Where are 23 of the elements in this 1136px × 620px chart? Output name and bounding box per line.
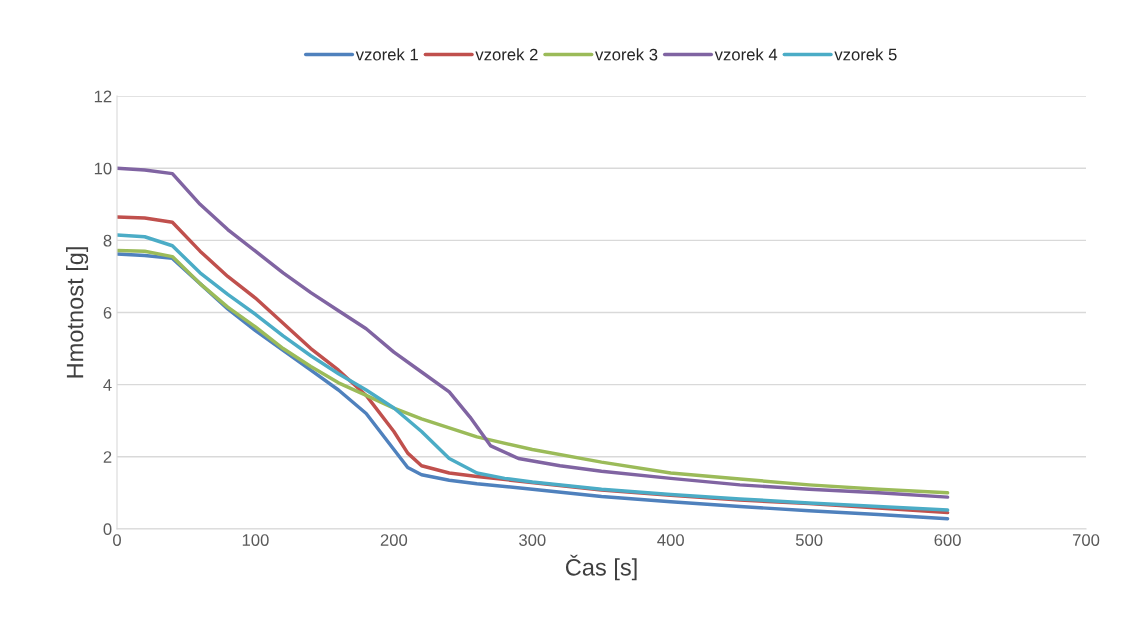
x-tick-label: 400 [657,534,684,546]
y-tick-label: 8 [103,234,112,247]
legend-label: vzorek 1 [355,48,418,61]
y-tick-label: 0 [103,523,112,536]
x-axis-title: Čas [s] [565,554,637,581]
x-tick-label: 700 [1072,534,1100,546]
x-tick-label: 100 [242,534,269,546]
x-tick-label: 500 [795,534,823,546]
y-tick-label: 10 [94,162,112,175]
y-axis-title: Hmotnost [g] [66,247,89,378]
x-tick-label: 600 [934,534,961,546]
legend-label: vzorek 2 [475,48,538,61]
legend-label: vzorek 4 [714,48,778,61]
y-tick-label: 6 [103,306,112,319]
x-tick-label: 0 [113,534,121,546]
y-tick-label: 12 [94,90,112,103]
y-tick-label: 4 [103,379,112,391]
legend-label: vzorek 5 [834,48,897,61]
legend-label: vzorek 3 [595,48,658,61]
x-tick-label: 300 [519,534,546,546]
x-tick-label: 200 [380,534,408,546]
line-series [117,166,950,499]
y-tick-label: 2 [103,451,112,463]
